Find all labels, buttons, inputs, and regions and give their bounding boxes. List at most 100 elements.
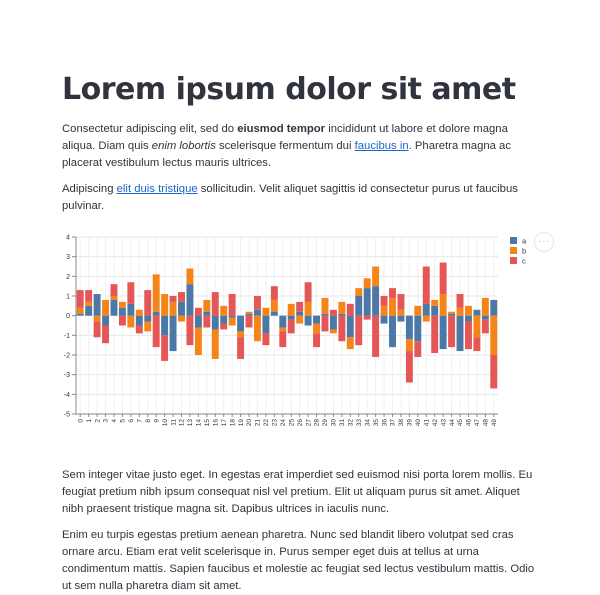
bar-a (118, 307, 126, 316)
x-tick-label: 27 (305, 419, 312, 427)
bar-b (329, 329, 337, 334)
bar-c (102, 325, 110, 344)
x-tick-label: 46 (466, 419, 473, 427)
bar-a (481, 315, 489, 320)
bar-a (380, 315, 388, 324)
bar-a (405, 315, 413, 340)
bar-a (152, 311, 160, 316)
bar-b (380, 305, 388, 316)
bar-b (481, 297, 489, 316)
bar-c (203, 315, 211, 328)
bar-a (211, 315, 219, 330)
bar-c (144, 290, 152, 316)
x-tick-label: 45 (457, 419, 464, 427)
x-tick-label: 4 (111, 419, 118, 423)
y-tick-label: -1 (64, 333, 70, 340)
x-tick-label: 17 (221, 419, 228, 427)
bar-b (431, 299, 439, 306)
bar-b (464, 305, 472, 316)
bar-b (135, 309, 143, 316)
x-tick-label: 28 (314, 419, 321, 427)
x-tick-label: 30 (331, 419, 338, 427)
intro-text-d: . Pharetra magna ac placerat vestibulum … (62, 140, 511, 169)
bar-c (152, 315, 160, 348)
x-tick-label: 8 (145, 419, 152, 423)
bar-b (313, 323, 321, 334)
bar-c (380, 296, 388, 306)
x-tick-label: 35 (373, 419, 380, 427)
x-tick-label: 38 (398, 419, 405, 427)
bar-b (118, 301, 126, 308)
bar-c (464, 321, 472, 350)
faucibus-link[interactable]: faucibus in (354, 140, 409, 152)
x-tick-label: 6 (128, 419, 135, 423)
bar-c (363, 315, 371, 320)
bar-c (178, 292, 185, 302)
page-title: Lorem ipsum dolor sit amet (62, 72, 516, 107)
chart-container: -5 -4 -3 -2 -1 0 1 2 3 4 0 1 2 3 4 5 6 7 8 9 10 11 12 13 14 15 16 1… (56, 228, 556, 438)
bar-c (110, 284, 118, 296)
x-tick-label: 21 (255, 419, 262, 427)
y-tick-label: 1 (66, 294, 70, 301)
legend-swatch-c (510, 257, 517, 264)
second-text-a: Adipiscing (62, 183, 117, 195)
bar-b (161, 294, 169, 316)
bar-b (456, 307, 464, 316)
bar-c (405, 351, 413, 383)
bar-b (102, 299, 110, 316)
bar-b (355, 288, 363, 296)
bar-a (296, 311, 304, 316)
bar-b (253, 315, 261, 342)
bar-b (372, 266, 380, 287)
bar-c (287, 319, 295, 334)
more-horizontal-icon[interactable]: ··· (534, 232, 554, 252)
bar-a (144, 315, 152, 322)
bar-c (237, 337, 245, 359)
bar-a (439, 315, 447, 350)
bar-a (456, 315, 464, 352)
bar-c (220, 323, 228, 330)
bar-a (194, 315, 202, 328)
bar-b (211, 329, 219, 359)
bar-a (397, 315, 405, 322)
bar-b (338, 301, 346, 314)
bar-b (270, 299, 278, 312)
bar-b (363, 278, 371, 289)
bar-b (127, 315, 135, 328)
bar-c (456, 294, 464, 308)
bar-c (262, 333, 270, 346)
x-tick-label: 47 (474, 419, 481, 427)
bar-c (228, 294, 236, 316)
y-tick-label: -4 (64, 392, 70, 399)
fourth-paragraph: Enim eu turpis egestas pretium aenean ph… (62, 529, 535, 592)
x-tick-label: 39 (407, 419, 414, 427)
bar-c (135, 325, 143, 334)
y-tick-label: 2 (66, 274, 70, 281)
x-tick-label: 20 (246, 419, 253, 427)
x-tick-label: 19 (238, 419, 245, 427)
x-tick-label: 33 (356, 419, 363, 427)
x-tick-label: 23 (272, 419, 279, 427)
bar-a (321, 313, 329, 316)
x-tick-label: 14 (196, 419, 203, 427)
elit-duis-link[interactable]: elit duis tristique (116, 183, 198, 195)
bar-a (228, 315, 236, 318)
intro-text-b: incididunt ut labore et dolore magna ali… (62, 123, 508, 152)
bar-c (321, 315, 329, 332)
bar-c (329, 309, 337, 316)
x-tick-label: 37 (390, 419, 397, 427)
bar-c (490, 355, 498, 389)
x-tick-label: 49 (491, 419, 498, 427)
bar-b (414, 305, 422, 316)
bar-c (439, 262, 447, 295)
bar-a (313, 315, 321, 324)
bar-b (110, 296, 118, 300)
bar-b (237, 331, 245, 338)
bar-a (237, 315, 245, 332)
y-tick-label: 4 (66, 235, 70, 242)
bar-a (389, 315, 396, 348)
bar-a (203, 311, 211, 316)
bar-a (363, 288, 371, 316)
bar-a (287, 315, 295, 320)
bar-c (414, 341, 422, 357)
